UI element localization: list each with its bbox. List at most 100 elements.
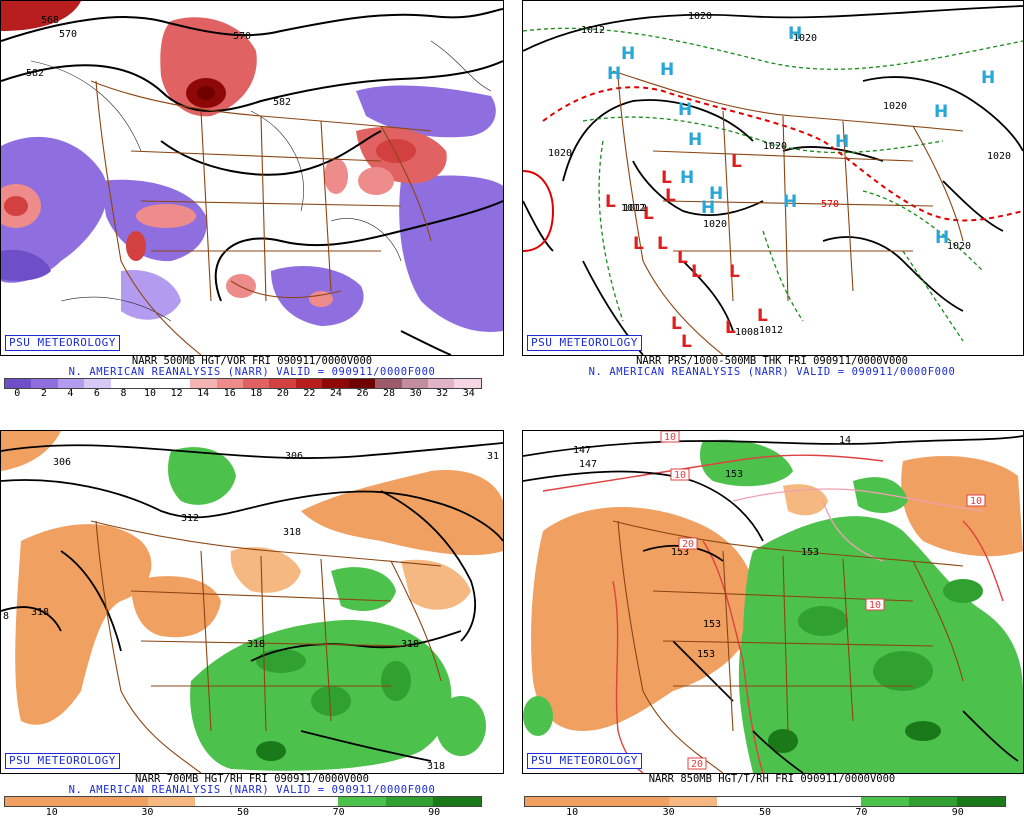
- panel-title: NARR 700MB HGT/RH FRI 090911/0000V000: [135, 773, 369, 785]
- contour-label: 582: [273, 97, 291, 108]
- map-700mb: 306 306 312 318 318 318 318 318 8 31 PSU…: [0, 430, 504, 774]
- isobars: [523, 5, 1023, 355]
- moist-area-core: [873, 651, 933, 691]
- dry-area: [230, 547, 301, 593]
- colorbar-tick-label: 50: [758, 807, 772, 818]
- high-pressure-marker: H: [935, 228, 949, 248]
- height-contours: [1, 8, 503, 355]
- height-labels: 147 147 153 153 153 153 153 14: [573, 435, 851, 660]
- colorbar-swatch: [52, 797, 101, 806]
- high-pressure-marker: H: [660, 60, 674, 80]
- high-pressure-marker: H: [607, 64, 621, 84]
- panel-subtitle: N. AMERICAN REANALYSIS (NARR) VALID = 09…: [68, 366, 436, 378]
- contour-label: 318: [247, 639, 265, 650]
- colorbar-tick-label: 10: [144, 388, 157, 399]
- low-pressure-marker: L: [665, 186, 676, 206]
- colorbar-swatch: [957, 797, 1005, 806]
- vorticity-high-area: [309, 291, 333, 307]
- vorticity-high-area: [358, 167, 394, 195]
- panel-title: NARR 850MB HGT/T/RH FRI 090911/0000V000: [648, 773, 896, 785]
- colorbar-tick-label: 18: [250, 388, 263, 399]
- low-pressure-marker: L: [725, 318, 736, 338]
- colorbar-swatch: [765, 797, 813, 806]
- contour-label: 1020: [947, 241, 971, 252]
- colorbar-swatch: [100, 797, 148, 806]
- vorticity-low-area: [1, 136, 108, 283]
- low-pressure-markers: L L L L L L L L L L L L L L: [605, 152, 768, 352]
- vorticity-high-area: [1, 1, 81, 31]
- contour-label: 153: [703, 619, 721, 630]
- low-pressure-marker: L: [605, 192, 616, 212]
- colorbar-swatch: [621, 797, 669, 806]
- contour-label: 1012: [623, 203, 647, 214]
- psu-meteorology-badge: PSU METEOROLOGY: [5, 335, 120, 351]
- colorbar-swatch: [348, 379, 376, 388]
- contour-label: 153: [671, 547, 689, 558]
- colorbar-swatch: [84, 379, 111, 388]
- colorbar-swatch: [295, 379, 323, 388]
- map-500mb: 568 570 582 570 582 PSU METEOROLOGY: [0, 0, 504, 356]
- colorbar-tick-label: 34: [462, 388, 475, 399]
- contour-label: 306: [285, 451, 303, 462]
- panel-title: NARR PRS/1000-500MB THK FRI 090911/0000V…: [636, 355, 908, 367]
- temperature-labels: 10 10 20 10 10 20: [660, 431, 986, 770]
- colorbar-swatch: [269, 379, 296, 388]
- contour-label: 318: [283, 527, 301, 538]
- political-boundaries: [90, 80, 432, 355]
- panel-850mb-temperature: 147 147 153 153 153 153 153 14 10 10 20 …: [520, 418, 1024, 819]
- contour-label: 153: [697, 649, 715, 660]
- colorbar-tick-label: 70: [332, 807, 345, 818]
- psu-meteorology-badge: PSU METEOROLOGY: [5, 753, 120, 769]
- colorbar-tick-label: 30: [409, 388, 422, 399]
- colorbar-swatch: [5, 379, 32, 388]
- colorbar-swatch: [525, 797, 573, 806]
- temperature-label: 10: [869, 600, 881, 611]
- colorbar-swatch: [669, 797, 717, 806]
- moist-area-core: [798, 606, 848, 636]
- panel-pressure-thickness: H H H H H H H H H H H H H H L L L L L: [520, 0, 1024, 400]
- thickness-lines: [523, 27, 1023, 342]
- colorbar-swatch: [242, 379, 270, 388]
- temperature-label: 10: [674, 470, 686, 481]
- colorbar-swatch: [163, 379, 191, 388]
- colorbar-tick-label: 10: [566, 807, 579, 818]
- colorbar-swatch: [454, 379, 481, 388]
- vorticity-high-area: [160, 17, 257, 117]
- colorbar-tick-label: 2: [40, 388, 47, 399]
- moist-area-core: [256, 741, 286, 761]
- colorbar-tick-label: 90: [428, 807, 441, 818]
- colorbar-tick-label: 4: [67, 388, 74, 399]
- contour-label: 153: [725, 469, 743, 480]
- contour-label: 1020: [763, 141, 787, 152]
- colorbar-tick-label: 30: [141, 807, 154, 818]
- contour-label: 31: [487, 451, 499, 462]
- thickness-570-line: [542, 86, 1023, 222]
- map-850mb: 147 147 153 153 153 153 153 14 10 10 20 …: [522, 430, 1024, 774]
- high-pressure-marker: H: [934, 102, 948, 122]
- contour-label: 14: [839, 435, 851, 446]
- colorbar-swatch: [5, 797, 53, 806]
- height-contours: [1, 442, 503, 762]
- moist-area-core: [311, 686, 351, 716]
- colorbar-tick-label: 10: [45, 807, 58, 818]
- low-pressure-marker: L: [691, 262, 702, 282]
- moist-area: [853, 477, 908, 513]
- low-pressure-marker: L: [677, 248, 688, 268]
- political-boundaries: [612, 520, 964, 773]
- moist-area: [436, 696, 486, 756]
- contour-label: 1020: [703, 219, 727, 230]
- height-labels: 306 306 312 318 318 318 318 318 8 31: [3, 451, 499, 772]
- colorbar-swatch: [110, 379, 138, 388]
- dry-area: [15, 524, 152, 725]
- contour-label: 1020: [548, 148, 572, 159]
- contour-label: 1012: [621, 203, 645, 214]
- colorbar-swatch: [31, 379, 58, 388]
- colorbar-swatch: [242, 797, 291, 806]
- temperature-label: 10: [970, 496, 982, 507]
- contour-label: 570: [233, 31, 251, 42]
- colorbar-tick-label: 22: [303, 388, 316, 399]
- high-pressure-marker: H: [783, 192, 797, 212]
- dry-area: [783, 484, 828, 516]
- colorbar-swatch: [137, 379, 164, 388]
- colorbar-tick-label: 8: [120, 388, 127, 399]
